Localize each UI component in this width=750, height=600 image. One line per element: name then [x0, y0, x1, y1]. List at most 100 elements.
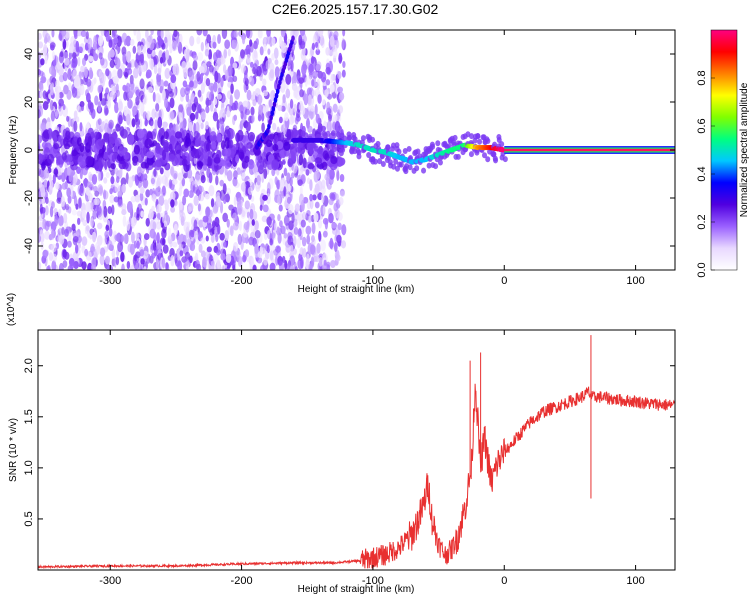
noise-blob: [197, 89, 202, 98]
noise-blob: [157, 67, 162, 75]
noise-blob: [155, 142, 161, 154]
noise-blob: [113, 37, 119, 44]
noise-blob: [342, 60, 346, 68]
noise-blob: [83, 177, 88, 189]
noise-blob: [329, 260, 336, 269]
noise-blob: [138, 101, 144, 113]
noise-blob: [177, 260, 183, 270]
noise-blob: [200, 111, 207, 120]
track-halo: [442, 140, 448, 147]
noise-blob: [110, 175, 115, 185]
noise-blob: [76, 103, 80, 112]
noise-blob: [301, 211, 307, 220]
noise-blob: [238, 220, 242, 231]
noise-blob: [215, 233, 219, 243]
noise-blob: [75, 40, 80, 53]
noise-blob: [118, 146, 124, 157]
noise-blob: [306, 234, 311, 245]
snr-panel: -300 -200 -100 0 100 0.5 1.0 1.5 2.0 Height of …: [6, 293, 676, 595]
noise-blob: [125, 114, 131, 124]
noise-blob: [326, 101, 331, 112]
noise-blob: [58, 262, 64, 270]
noise-blob: [104, 122, 109, 134]
noise-blob: [212, 41, 217, 49]
noise-blob: [115, 123, 121, 132]
noise-blob: [50, 110, 56, 122]
noise-blob: [178, 201, 183, 211]
noise-blob: [245, 30, 251, 39]
noise-blob: [136, 166, 142, 177]
noise-blob: [38, 41, 44, 49]
noise-blob: [74, 33, 78, 40]
noise-blob: [60, 196, 66, 207]
noise-blob: [288, 264, 295, 270]
noise-blob: [276, 168, 280, 176]
track-halo: [293, 129, 299, 136]
noise-blob: [164, 67, 171, 80]
noise-blob: [277, 132, 285, 143]
noise-blob: [105, 68, 110, 77]
noise-blob: [246, 89, 252, 101]
noise-blob: [38, 90, 41, 99]
track-halo: [437, 159, 443, 166]
noise-blob: [121, 263, 125, 270]
noise-blob: [161, 211, 166, 224]
snr-y-ticks: 0.5 1.0 1.5 2.0: [23, 358, 675, 527]
noise-blob: [280, 225, 286, 235]
noise-blob: [273, 47, 279, 60]
track-halo: [485, 138, 491, 145]
colorbar-tick-label: 0.4: [696, 166, 708, 181]
noise-blob: [72, 177, 77, 187]
noise-blob: [207, 156, 213, 167]
noise-blob: [322, 217, 329, 225]
y-tick-label: 2.0: [23, 358, 35, 373]
noise-blob: [77, 56, 81, 67]
noise-blob: [311, 235, 315, 243]
noise-blob: [236, 129, 244, 142]
noise-blob: [39, 70, 44, 77]
noise-blob: [198, 243, 203, 253]
noise-blob: [217, 87, 222, 96]
noise-blob: [111, 153, 117, 163]
noise-blob: [236, 167, 241, 176]
noise-blob: [239, 151, 245, 161]
noise-blob: [229, 94, 233, 107]
noise-blob: [136, 128, 145, 139]
noise-blob: [268, 251, 275, 262]
noise-blob: [178, 104, 184, 113]
noise-blob: [161, 149, 167, 161]
track-halo: [394, 165, 400, 172]
noise-blob: [257, 30, 263, 39]
noise-blob: [271, 232, 276, 239]
snr-series-line: [38, 383, 675, 570]
noise-blob: [320, 192, 325, 204]
noise-blob: [269, 238, 274, 246]
noise-blob: [123, 233, 129, 244]
noise-blob: [86, 78, 92, 87]
noise-blob: [337, 86, 343, 93]
noise-blob: [305, 169, 310, 176]
noise-blob: [266, 192, 271, 205]
noise-blob: [334, 121, 341, 133]
noise-blob: [220, 253, 226, 261]
noise-blob: [62, 260, 68, 268]
noise-blob: [97, 118, 102, 126]
noise-blob: [289, 98, 294, 109]
noise-blob: [138, 90, 145, 101]
noise-blob: [200, 250, 206, 258]
noise-blob: [222, 212, 229, 223]
noise-blob: [233, 30, 238, 38]
noise-blob: [244, 108, 251, 116]
noise-blob: [214, 216, 220, 228]
noise-blob: [226, 218, 230, 228]
noise-blob: [328, 212, 334, 224]
noise-blob: [103, 205, 108, 218]
noise-blob: [47, 264, 51, 270]
snr-x-ticks: -300 -200 -100 0 100: [99, 330, 645, 587]
noise-blob: [114, 101, 119, 114]
noise-blob: [213, 97, 218, 106]
noise-blob: [278, 179, 285, 192]
noise-blob: [325, 66, 331, 75]
noise-blob: [337, 211, 343, 222]
noise-blob: [170, 254, 175, 267]
